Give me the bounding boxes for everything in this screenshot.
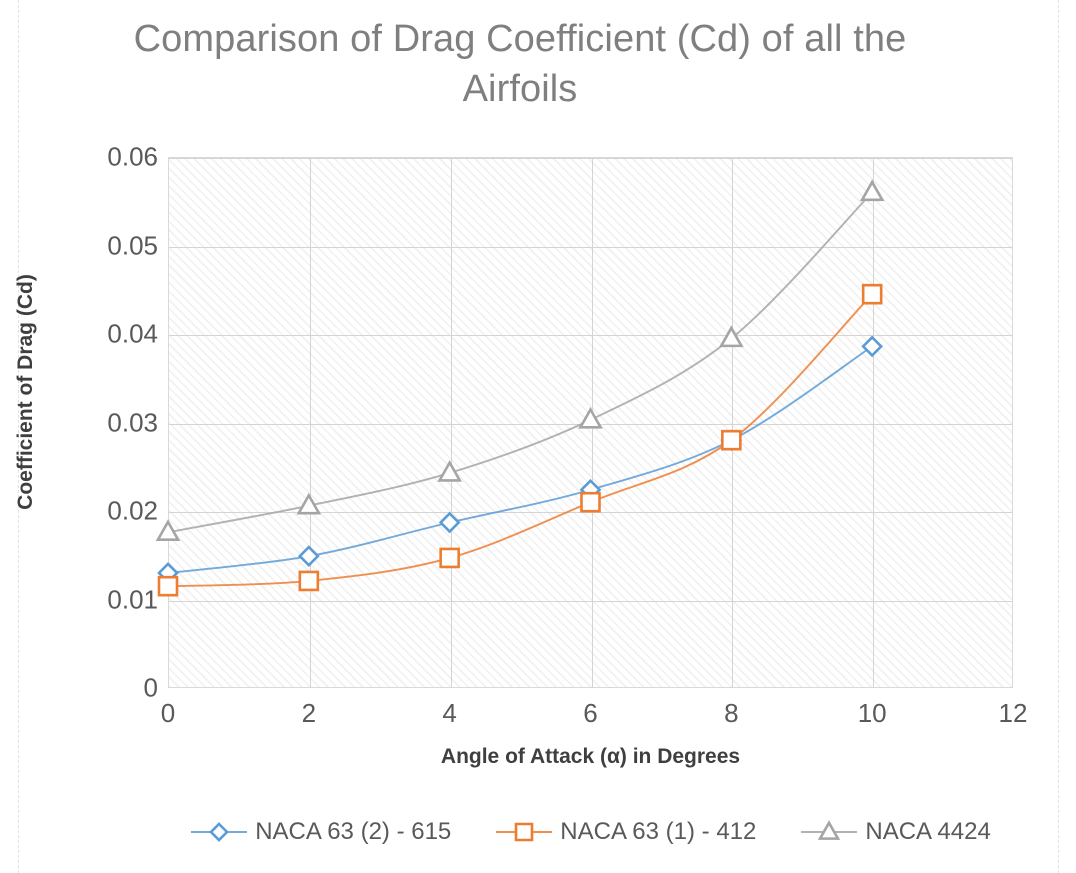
plot-area[interactable] bbox=[168, 157, 1013, 688]
series-plot-layer bbox=[168, 157, 1013, 688]
legend-swatch bbox=[496, 819, 553, 845]
legend-item[interactable]: NACA 63 (2) - 615 bbox=[190, 818, 451, 846]
diamond-marker[interactable] bbox=[211, 824, 227, 840]
series-line[interactable] bbox=[168, 294, 872, 586]
y-axis-tick-label: 0.06 bbox=[107, 141, 158, 172]
gridline-horizontal bbox=[169, 600, 1012, 602]
y-axis-tick-label: 0 bbox=[143, 672, 158, 703]
triangle-marker[interactable] bbox=[580, 409, 600, 427]
gridline-vertical bbox=[309, 158, 311, 687]
legend-item[interactable]: NACA 63 (1) - 412 bbox=[495, 818, 756, 846]
diamond-marker[interactable] bbox=[441, 514, 459, 532]
series-2[interactable] bbox=[159, 285, 881, 595]
y-axis-tick-label: 0.05 bbox=[107, 230, 158, 260]
triangle-marker[interactable] bbox=[299, 495, 319, 513]
x-axis-tick-label: 10 bbox=[857, 698, 887, 728]
gridline-vertical bbox=[732, 158, 734, 687]
y-axis-tick-label: 0.01 bbox=[107, 584, 158, 614]
gridline-horizontal bbox=[169, 246, 1012, 248]
square-marker[interactable] bbox=[159, 577, 177, 595]
square-marker[interactable] bbox=[516, 824, 532, 840]
series-1[interactable] bbox=[159, 337, 881, 582]
legend-label: NACA 63 (2) - 615 bbox=[255, 818, 452, 845]
y-axis-tick-label: 0.04 bbox=[107, 318, 158, 349]
legend-swatch bbox=[801, 819, 858, 845]
x-axis-tick-label: 2 bbox=[301, 698, 317, 728]
x-axis-tick-label: 8 bbox=[724, 698, 739, 728]
y-axis-title[interactable]: Coefficient of Drag (Cd) bbox=[14, 274, 37, 510]
square-marker[interactable] bbox=[300, 572, 318, 590]
x-axis-title[interactable]: Angle of Attack (α) in Degrees bbox=[440, 745, 741, 768]
y-axis-tick-label: 0.03 bbox=[107, 407, 158, 437]
triangle-marker[interactable] bbox=[721, 328, 741, 346]
legend-item[interactable]: NACA 4424 bbox=[800, 818, 991, 846]
gridline-horizontal bbox=[169, 335, 1012, 336]
gridline-horizontal bbox=[169, 158, 1012, 159]
square-marker[interactable] bbox=[863, 285, 881, 303]
legend-label: NACA 63 (1) - 412 bbox=[560, 818, 757, 845]
chart-title[interactable]: Comparison of Drag Coefficient (Cd) of a… bbox=[133, 18, 907, 111]
chart-container[interactable]: Comparison of Drag Coefficient (Cd) of a… bbox=[0, 0, 1040, 873]
square-marker[interactable] bbox=[441, 549, 459, 567]
gridline-horizontal bbox=[169, 512, 1012, 513]
legend-label: NACA 4424 bbox=[865, 818, 991, 845]
x-axis-tick-label: 4 bbox=[442, 698, 457, 728]
series-line[interactable] bbox=[168, 192, 872, 532]
y-axis-tick-label: 0.02 bbox=[107, 495, 158, 526]
triangle-marker[interactable] bbox=[862, 182, 882, 200]
diamond-marker[interactable] bbox=[300, 547, 318, 565]
chart-legend[interactable]: NACA 63 (2) - 615 NACA 63 (1) - 412 NACA 4… bbox=[168, 818, 1013, 846]
x-axis-tick-label: 0 bbox=[160, 698, 176, 728]
y-axis-tick-labels: 0 0.01 0.02 0.03 0.04 0.05 0.06 bbox=[40, 0, 158, 873]
x-axis-tick-label: 6 bbox=[583, 698, 598, 728]
legend-swatch bbox=[191, 819, 248, 845]
gridline-vertical bbox=[450, 158, 452, 687]
diamond-marker[interactable] bbox=[863, 337, 881, 355]
gridline-vertical bbox=[873, 158, 875, 687]
square-marker[interactable] bbox=[582, 493, 600, 511]
x-axis-tick-label: 12 bbox=[998, 698, 1028, 728]
series-line[interactable] bbox=[168, 346, 872, 573]
triangle-marker[interactable] bbox=[440, 463, 460, 481]
triangle-marker[interactable] bbox=[820, 823, 838, 839]
series-3[interactable] bbox=[158, 182, 882, 540]
page-margin-guide-right bbox=[1058, 0, 1059, 873]
square-marker[interactable] bbox=[722, 431, 740, 449]
triangle-marker[interactable] bbox=[158, 522, 178, 540]
